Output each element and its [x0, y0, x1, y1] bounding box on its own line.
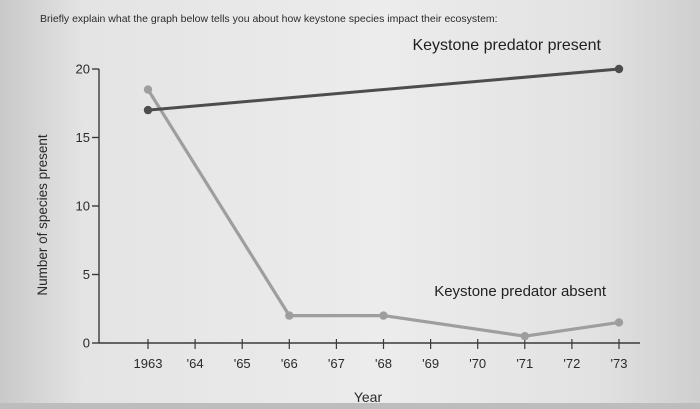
x-tick-label: '72	[563, 356, 580, 371]
x-tick-label: '65	[234, 356, 251, 371]
series-label-absent: Keystone predator absent	[434, 283, 607, 300]
series-label-present: Keystone predator present	[412, 37, 601, 54]
x-tick-label: '73	[611, 356, 628, 371]
series-point	[614, 318, 624, 327]
axes: 0 5 10 15 20 1963 '64 '65 '66 '67 '68 '69 '70 '71 '72 '…	[76, 62, 640, 371]
series-layer	[143, 64, 624, 341]
x-tick-label: 1963	[134, 356, 163, 371]
labels: Year Number of species present Keystone pr…	[35, 37, 607, 405]
x-axis-title: Year	[354, 389, 383, 405]
series-point	[143, 105, 153, 115]
series-point	[143, 85, 153, 94]
series-line	[147, 67, 620, 112]
series-point	[520, 331, 529, 341]
y-tick-label: 20	[76, 62, 90, 77]
series-point	[379, 311, 388, 320]
question-text: Briefly explain what the graph below tel…	[40, 13, 498, 25]
photo-bottom-edge	[0, 403, 700, 409]
x-tick-label: '66	[281, 356, 298, 371]
y-tick-label: 10	[76, 199, 90, 214]
x-tick-label: '68	[375, 356, 392, 371]
x-tick-label: '70	[469, 356, 486, 371]
series-point	[285, 311, 294, 320]
y-tick-label: 15	[76, 130, 90, 145]
series-point	[614, 64, 624, 74]
x-tick-label: '64	[187, 356, 204, 371]
y-axis-title: Number of species present	[35, 134, 50, 296]
y-tick-label: 0	[83, 336, 90, 351]
x-tick-label: '67	[328, 356, 345, 371]
x-tick-label: '71	[516, 356, 533, 371]
x-tick-label: '69	[422, 356, 439, 371]
y-tick-label: 5	[83, 267, 90, 282]
